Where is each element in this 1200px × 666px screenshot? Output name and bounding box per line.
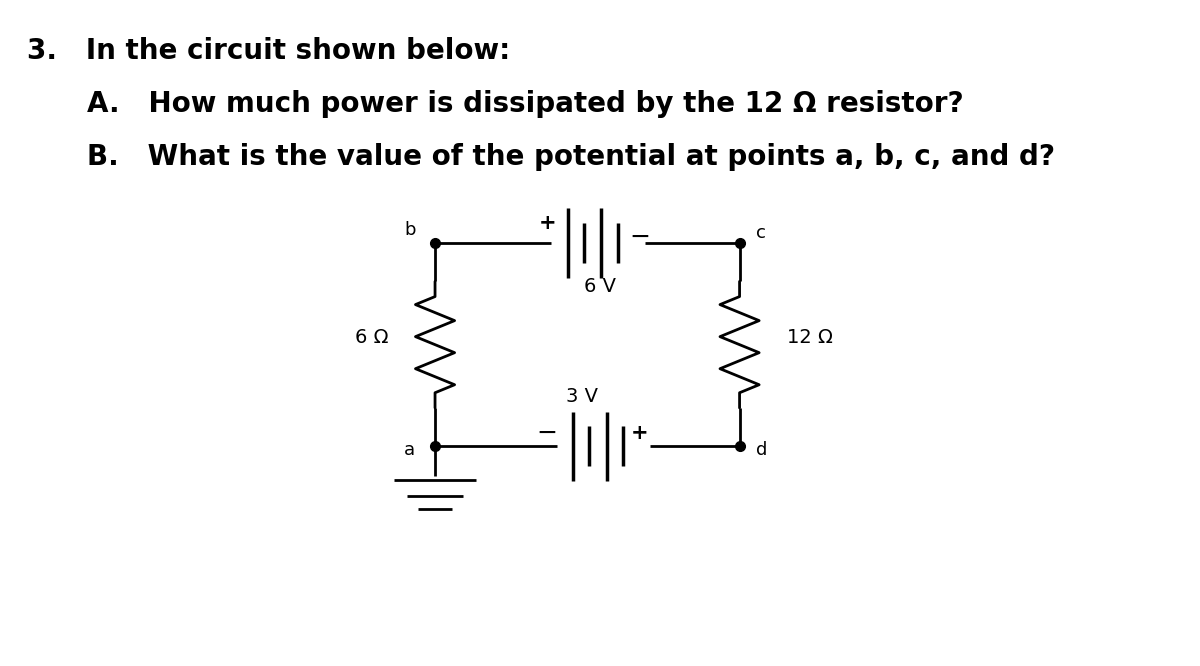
Text: A.   How much power is dissipated by the 12 Ω resistor?: A. How much power is dissipated by the 1… — [88, 90, 964, 118]
Text: 3 V: 3 V — [566, 387, 598, 406]
Text: −: − — [536, 421, 558, 445]
Text: +: + — [631, 423, 648, 443]
Text: a: a — [404, 440, 415, 459]
Text: 3.   In the circuit shown below:: 3. In the circuit shown below: — [28, 37, 510, 65]
Text: c: c — [756, 224, 766, 242]
Text: −: − — [629, 224, 650, 248]
Text: +: + — [539, 213, 556, 233]
Text: 6 Ω: 6 Ω — [355, 328, 389, 348]
Text: d: d — [756, 440, 767, 459]
Text: 6 V: 6 V — [584, 277, 617, 296]
Text: 12 Ω: 12 Ω — [787, 328, 833, 348]
Text: b: b — [404, 220, 415, 239]
Text: B.   What is the value of the potential at points a, b, c, and d?: B. What is the value of the potential at… — [88, 143, 1055, 171]
